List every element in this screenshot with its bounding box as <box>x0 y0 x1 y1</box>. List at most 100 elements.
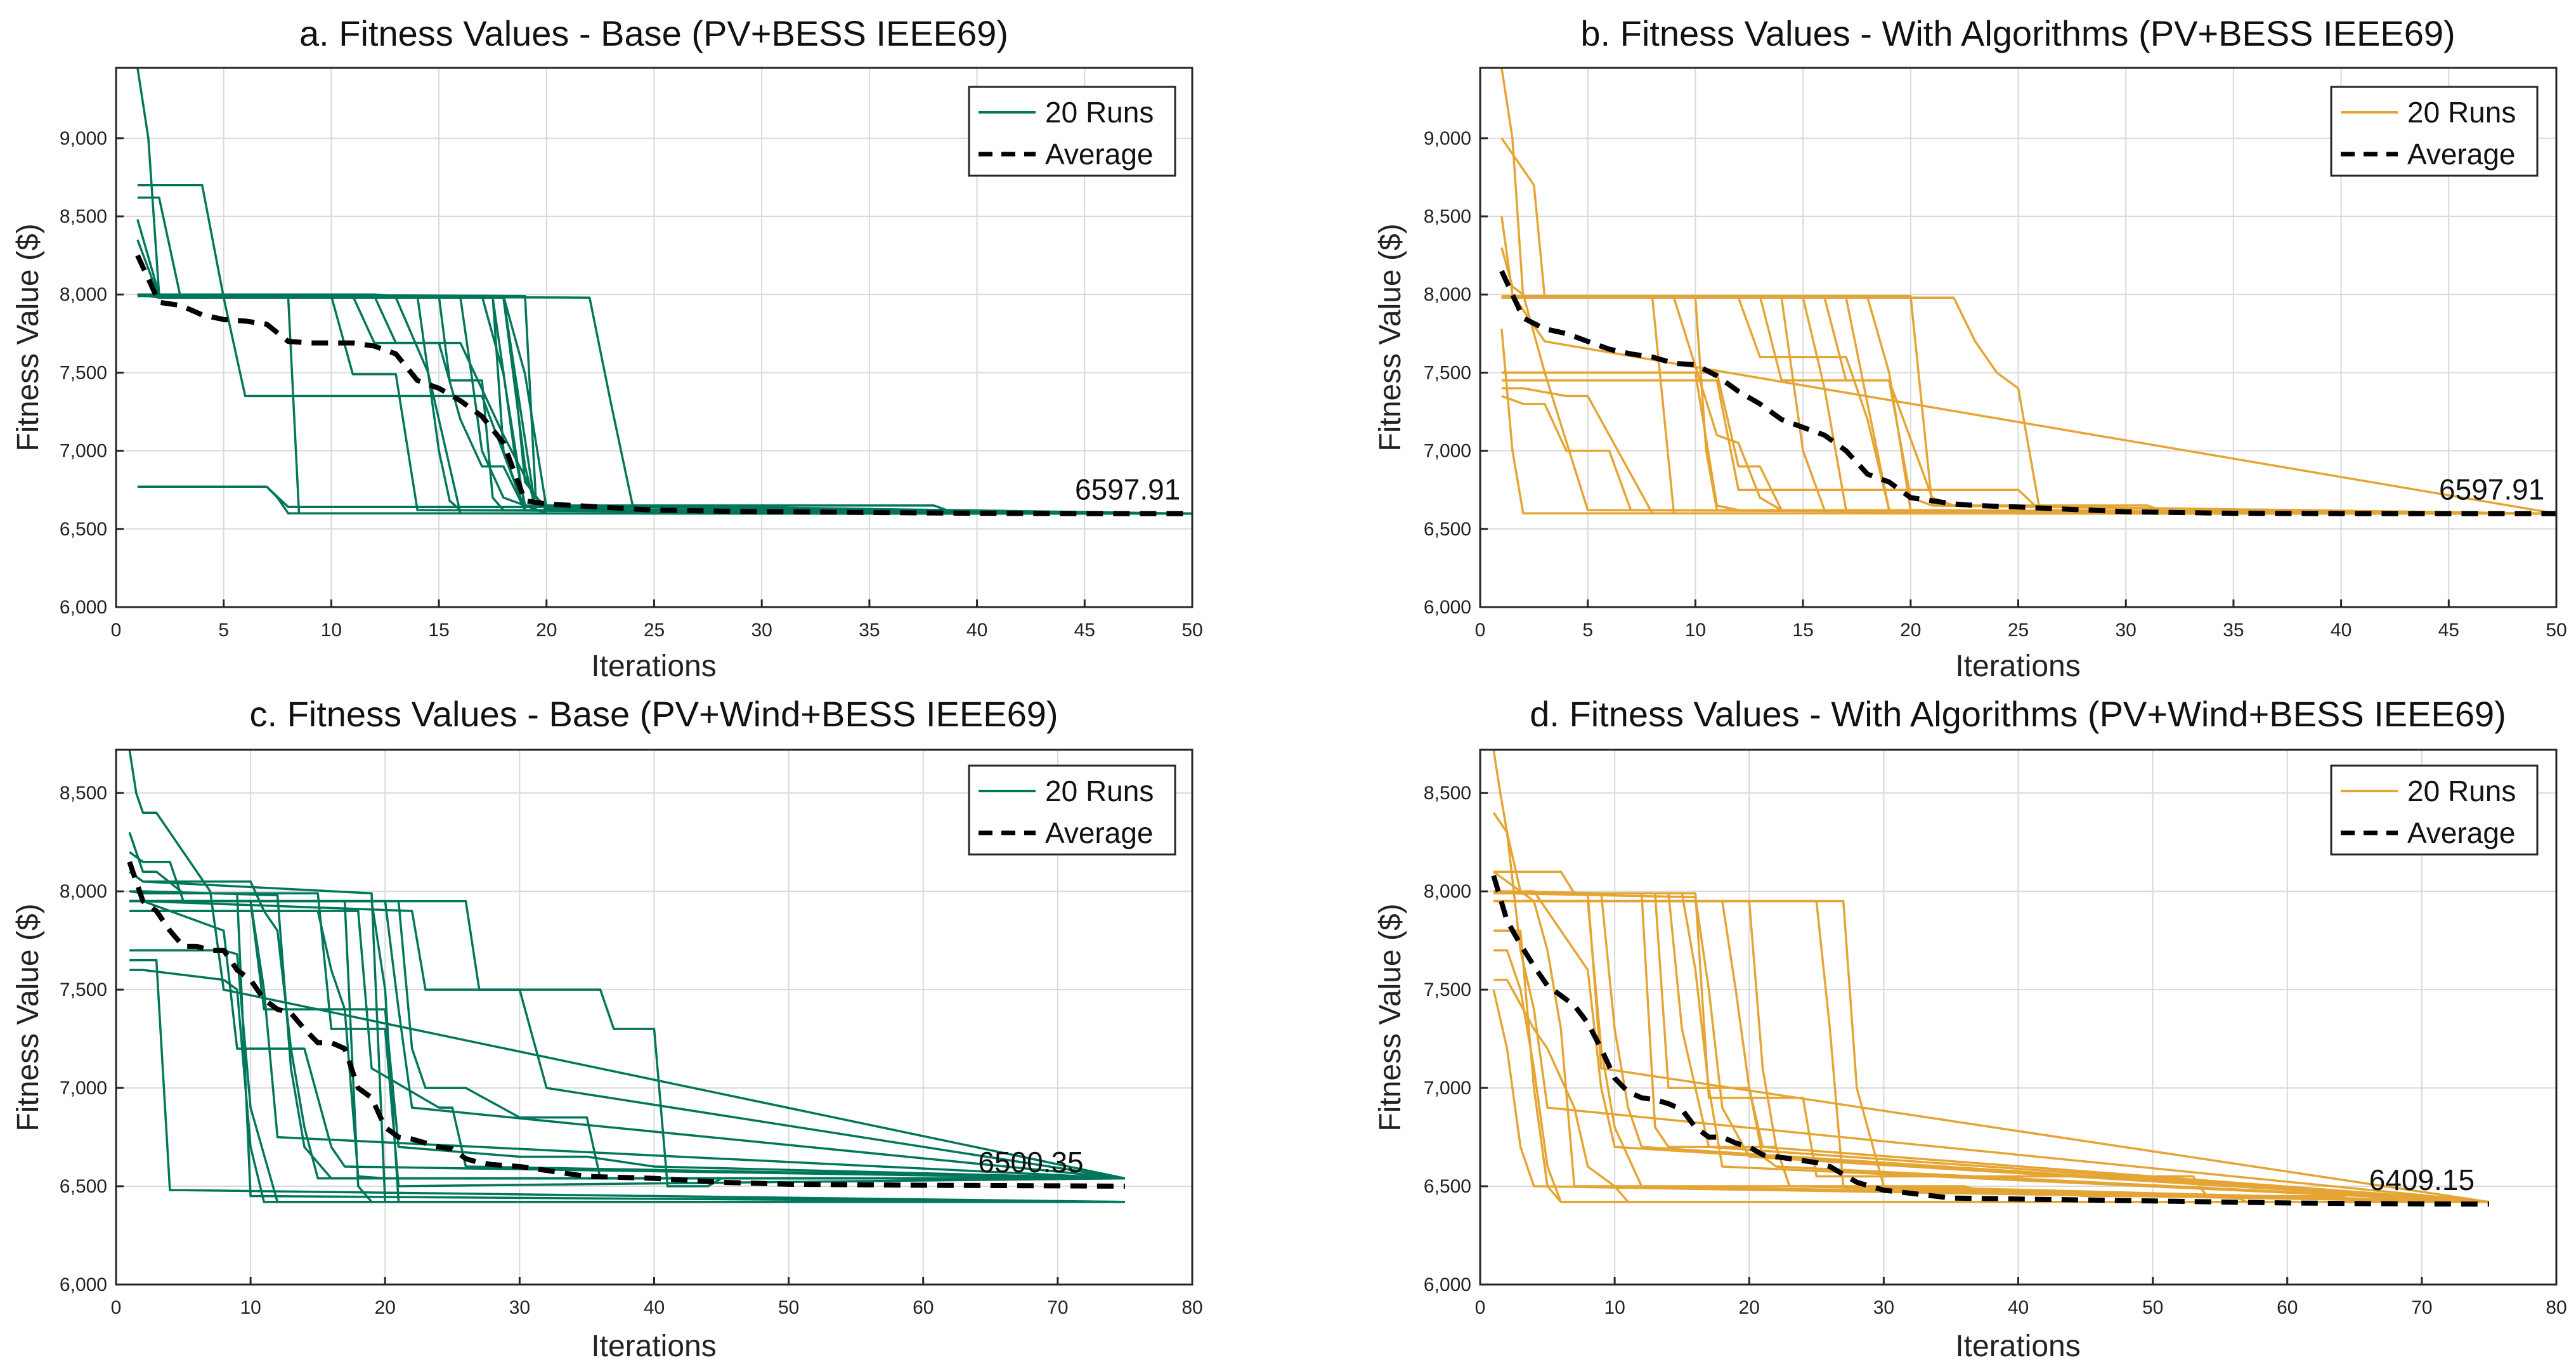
legend-average-label: Average <box>1045 138 1154 171</box>
final-value-label: 6597.91 <box>2439 473 2544 506</box>
final-value-label: 6597.91 <box>1075 473 1180 506</box>
legend-average-label: Average <box>2407 816 2516 849</box>
legend-box <box>968 764 1176 856</box>
average-line <box>135 254 1192 516</box>
y-axis-label: Fitness Value ($) <box>1374 223 1407 451</box>
y-tick-label: 7,000 <box>1424 1078 1471 1099</box>
run-line <box>1501 379 2557 515</box>
final-value-label: 6500.35 <box>978 1146 1083 1179</box>
y-tick-label: 8,000 <box>60 284 107 305</box>
x-tick-label: 70 <box>2411 1297 2432 1318</box>
y-tick-label: 7,500 <box>60 362 107 383</box>
y-tick-label: 7,500 <box>1424 979 1471 1000</box>
legend-average-label: Average <box>2407 138 2516 171</box>
run-line <box>129 870 1125 1203</box>
legend-runs-label: 20 Runs <box>2407 96 2516 129</box>
x-tick-label: 40 <box>2008 1297 2029 1318</box>
x-tick-label: 0 <box>1475 1297 1486 1318</box>
y-tick-label: 8,000 <box>1424 284 1471 305</box>
x-tick-label: 5 <box>218 620 229 641</box>
panel-title: a. Fitness Values - Base (PV+BESS IEEE69… <box>299 13 1008 53</box>
x-tick-label: 20 <box>375 1297 396 1318</box>
run-line <box>1493 892 2489 1203</box>
x-tick-label: 0 <box>1475 620 1486 641</box>
run-line <box>129 890 1125 1180</box>
runs-series <box>128 749 1126 1203</box>
y-axis: 6,000 6,500 7,000 7,500 8,000 8,500 <box>60 783 124 1295</box>
x-axis: 0 5 10 15 20 25 30 35 40 45 50 <box>111 599 1203 641</box>
run-line <box>129 890 1125 1187</box>
x-tick-label: 50 <box>1181 620 1202 641</box>
legend-box <box>968 86 1176 177</box>
run-line <box>1492 989 2489 1203</box>
y-tick-label: 7,000 <box>60 1078 107 1099</box>
x-tick-label: 35 <box>859 620 880 641</box>
run-line <box>129 899 1126 1180</box>
legend: 20 Runs Average <box>968 764 1176 856</box>
legend: 20 Runs Average <box>968 86 1176 177</box>
x-tick-label: 60 <box>913 1297 933 1318</box>
x-tick-label: 15 <box>1792 620 1813 641</box>
run-line <box>1501 294 2557 515</box>
x-axis: 0 5 10 15 20 25 30 35 40 45 50 <box>1475 599 2567 641</box>
x-tick-label: 25 <box>644 620 665 641</box>
y-axis: 6,000 6,500 7,000 7,500 8,000 8,500 <box>1424 783 1488 1295</box>
average-line <box>1499 270 2556 516</box>
x-tick-label: 20 <box>1900 620 1921 641</box>
panel-b: b. Fitness Values - With Algorithms (PV+… <box>1374 13 2567 683</box>
run-line <box>1493 890 2490 1203</box>
y-tick-label: 6,500 <box>1424 519 1471 540</box>
x-tick-label: 35 <box>2223 620 2244 641</box>
x-tick-label: 30 <box>1873 1297 1894 1318</box>
x-tick-label: 30 <box>509 1297 530 1318</box>
run-line <box>1493 978 2489 1203</box>
x-tick-label: 30 <box>2116 620 2137 641</box>
y-tick-label: 8,500 <box>1424 783 1471 804</box>
run-line <box>129 899 1125 1187</box>
panel-title: d. Fitness Values - With Algorithms (PV+… <box>1530 694 2506 734</box>
average-series <box>135 254 1192 516</box>
run-line <box>1501 296 2557 515</box>
legend: 20 Runs Average <box>2330 86 2539 177</box>
y-axis-label: Fitness Value ($) <box>1374 903 1407 1131</box>
x-tick-label: 10 <box>321 620 342 641</box>
x-tick-label: 50 <box>2142 1297 2163 1318</box>
runs-series <box>1500 67 2557 515</box>
panel-title: c. Fitness Values - Base (PV+Wind+BESS I… <box>249 694 1058 734</box>
x-tick-label: 10 <box>240 1297 261 1318</box>
run-line <box>1492 812 2490 1203</box>
legend: 20 Runs Average <box>2330 764 2539 856</box>
average-series <box>1491 875 2489 1207</box>
y-tick-label: 6,000 <box>60 1274 107 1295</box>
x-tick-label: 60 <box>2277 1297 2298 1318</box>
y-tick-label: 8,500 <box>60 783 107 804</box>
y-tick-label: 8,000 <box>60 881 107 902</box>
y-tick-label: 7,000 <box>1424 441 1471 462</box>
x-axis-label: Iterations <box>591 1330 716 1363</box>
x-tick-label: 20 <box>1739 1297 1760 1318</box>
x-tick-label: 70 <box>1047 1297 1068 1318</box>
y-axis: 6,000 6,500 7,000 7,500 8,000 8,500 9,000 <box>60 128 124 618</box>
run-line <box>1501 395 2557 515</box>
y-axis: 6,000 6,500 7,000 7,500 8,000 8,500 9,000 <box>1424 128 1488 618</box>
run-line <box>1500 216 2557 515</box>
legend-box <box>2330 764 2539 856</box>
y-tick-label: 6,500 <box>60 519 107 540</box>
y-tick-label: 9,000 <box>60 128 107 149</box>
run-line <box>129 969 1125 1203</box>
x-axis-label: Iterations <box>1955 1330 2080 1363</box>
x-axis: 0 10 20 30 40 50 60 70 80 <box>111 1277 1203 1318</box>
y-axis-label: Fitness Value ($) <box>11 223 45 451</box>
x-tick-label: 45 <box>2438 620 2459 641</box>
average-line <box>127 861 1125 1189</box>
panel-a: a. Fitness Values - Base (PV+BESS IEEE69… <box>11 13 1203 683</box>
run-line <box>128 749 1126 1180</box>
x-tick-label: 25 <box>2008 620 2029 641</box>
y-tick-label: 6,000 <box>60 597 107 618</box>
y-tick-label: 7,500 <box>60 979 107 1000</box>
y-axis-label: Fitness Value ($) <box>11 903 45 1131</box>
x-tick-label: 80 <box>1181 1297 1202 1318</box>
y-tick-label: 8,000 <box>1424 881 1471 902</box>
legend-runs-label: 20 Runs <box>1045 96 1154 129</box>
x-tick-label: 45 <box>1074 620 1095 641</box>
